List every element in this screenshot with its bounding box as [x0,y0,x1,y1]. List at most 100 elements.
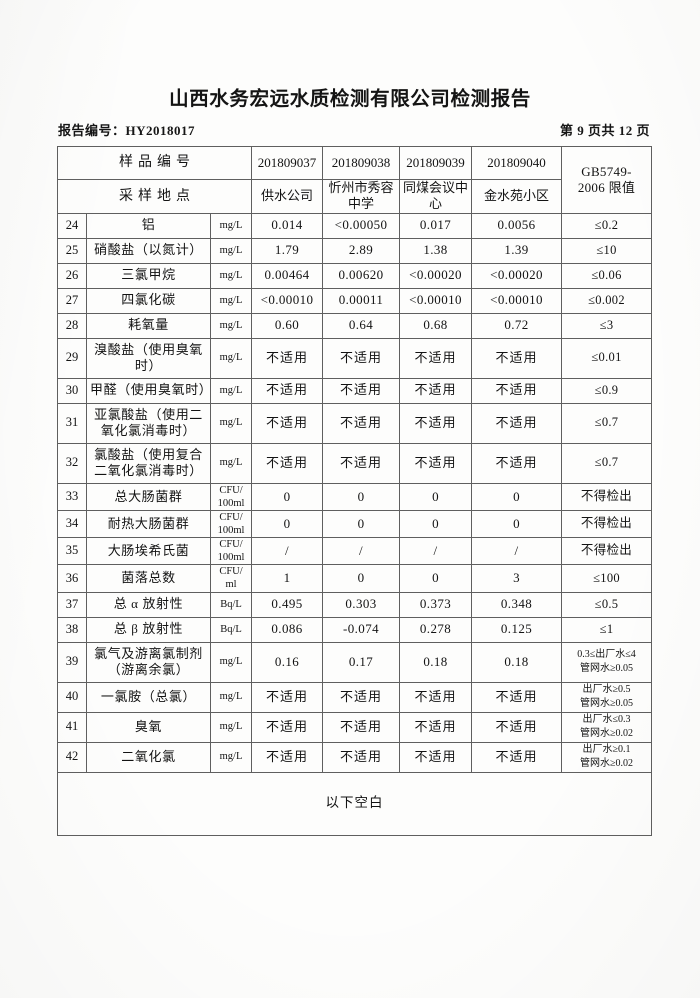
measurement-value: 不适用 [322,402,401,444]
limit-value: ≤3 [561,312,653,339]
measurement-value: 0.303 [322,591,401,618]
parameter-unit: mg/L [209,262,253,289]
measurement-value: <0.00010 [399,287,473,314]
unit-line2: 100ml [217,552,245,564]
measurement-value: / [399,536,473,566]
parameter-unit: Bq/L [209,591,253,618]
row-index: 29 [57,337,87,379]
unit-line1: CFU/ [219,539,243,550]
measurement-value: 不适用 [399,681,473,713]
table-row: 30 甲醛（使用臭氧时） mg/L 不适用 不适用 不适用 不适用 ≤0.9 [57,377,653,404]
limit-line2: 管网水≥0.02 [580,728,634,739]
measurement-value: 0 [399,564,473,593]
measurement-value: 不适用 [399,377,473,404]
table-row: 34 耐热大肠菌群 CFU/100ml 0 0 0 0 不得检出 [57,509,653,539]
limit-value: ≤100 [561,564,653,593]
parameter-name: 一氯胺（总氯） [86,681,211,713]
table-row: 26 三氯甲烷 mg/L 0.00464 0.00620 <0.00020 <0.00020… [57,262,653,289]
table-row: 36 菌落总数 CFU/ml 1 0 0 3 ≤100 [57,564,653,593]
measurement-value: / [322,536,401,566]
measurement-value: 0.64 [322,312,401,339]
table-row: 40 一氯胺（总氯） mg/L 不适用 不适用 不适用 不适用 出厂水≥0.5 管网水≥0.05 [57,681,653,713]
row-index: 30 [57,377,87,404]
limit-value: ≤0.7 [561,402,653,444]
measurement-value: / [251,536,324,566]
measurement-value: 3 [471,564,563,593]
limit-value: 0.3≤出厂水≤4 管网水≥0.05 [561,641,653,683]
measurement-value: 不适用 [322,442,401,484]
measurement-value: 不适用 [471,442,563,484]
row-index: 37 [57,591,87,618]
table-row: 37 总 α 放射性 Bq/L 0.495 0.303 0.373 0.348 ≤0.5 [57,591,653,618]
measurement-value: 不适用 [471,681,563,713]
table-row: 32 氯酸盐（使用复合二氧化氯消毒时） mg/L 不适用 不适用 不适用 不适用 ≤0.7 [57,442,653,484]
measurement-value: 0.014 [251,212,324,239]
row-index: 35 [57,536,87,566]
measurement-value: 不适用 [471,711,563,743]
parameter-name: 氯酸盐（使用复合二氧化氯消毒时） [86,442,211,484]
row-index: 42 [57,741,87,773]
measurement-value: 不适用 [251,402,324,444]
measurement-value: 不适用 [251,377,324,404]
measurement-value: 0 [251,509,324,539]
measurement-value: 不适用 [471,741,563,773]
parameter-unit: CFU/100ml [209,482,253,511]
limit-value: ≤0.01 [561,337,653,379]
measurement-value: 不适用 [399,402,473,444]
measurement-value: 不适用 [251,442,324,484]
limit-line2: 管网水≥0.02 [580,758,634,769]
unit-line1: CFU/ [219,484,243,496]
parameter-unit: mg/L [209,402,253,444]
measurement-value: 0.18 [399,641,473,683]
measurement-value: 1 [251,564,324,593]
header-standard-limit: GB5749- 2006 限值 [561,146,653,214]
parameter-unit: mg/L [209,312,253,339]
report-number: 报告编号：HY2018017 [58,123,196,138]
limit-value: ≤0.2 [561,212,653,239]
measurement-value: <0.00010 [251,287,324,314]
parameter-unit: mg/L [209,741,253,773]
limit-value: ≤10 [561,237,653,264]
water-quality-results-table: 样品编号 201809037 201809038 201809039 201809040… [56,146,653,836]
measurement-value: 1.39 [471,237,563,264]
header-sample-number: 201809037 [251,146,324,180]
table-row: 38 总 β 放射性 Bq/L 0.086 -0.074 0.278 0.125 ≤1 [57,616,653,643]
table-row: 42 二氧化氯 mg/L 不适用 不适用 不适用 不适用 出厂水≥0.1 管网水≥0.02 [57,741,653,773]
measurement-value: 0 [399,482,473,511]
report-meta-row: 报告编号：HY2018017 第 9 页共 12 页 [58,120,650,139]
limit-value: ≤1 [561,616,653,643]
measurement-value: / [471,536,563,566]
table-row: 33 总大肠菌群 CFU/100ml 0 0 0 0 不得检出 [57,482,653,511]
measurement-value: <0.00050 [322,212,401,239]
unit-line2: 100ml [217,497,245,509]
measurement-value: 0 [322,509,401,539]
parameter-name: 亚氯酸盐（使用二氧化氯消毒时） [86,402,211,444]
limit-line1: 出厂水≤0.3 [582,713,631,725]
measurement-value: 不适用 [322,711,401,743]
parameter-name: 总 α 放射性 [86,591,211,618]
measurement-value: 0 [471,509,563,539]
measurement-value: 0.278 [399,616,473,643]
measurement-value: 不适用 [471,402,563,444]
parameter-name: 四氯化碳 [86,287,211,314]
measurement-value: 0.17 [322,641,401,683]
measurement-value: 0 [471,482,563,511]
row-index: 27 [57,287,87,314]
measurement-value: 0.017 [399,212,473,239]
limit-standard-line1: GB5749- [581,163,632,179]
measurement-value: 不适用 [399,442,473,484]
table-footer-row: 以下空白 [56,771,653,836]
limit-value: ≤0.7 [561,442,653,484]
header-sample-site: 忻州市秀容中学 [322,179,401,214]
row-index: 36 [57,564,87,593]
table-header-row-sample-no: 样品编号 201809037 201809038 201809039 201809040… [56,146,653,214]
row-index: 25 [57,237,87,264]
limit-value: 不得检出 [561,536,653,566]
row-index: 40 [57,681,87,713]
measurement-value: -0.074 [322,616,401,643]
measurement-value: 不适用 [322,681,401,713]
limit-line2: 管网水≥0.05 [580,663,634,674]
limit-standard-line2: 2006 限值 [577,179,636,195]
header-sample-site-label: 采样地点 [56,179,253,214]
measurement-value: 0 [251,482,324,511]
